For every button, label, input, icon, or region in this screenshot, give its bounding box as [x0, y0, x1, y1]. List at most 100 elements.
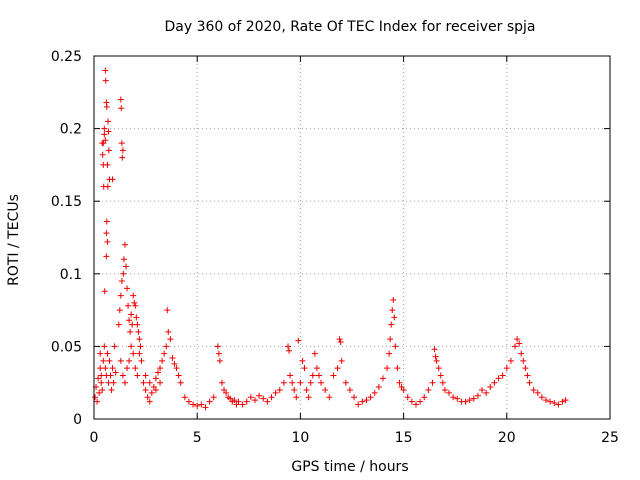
data-point	[105, 118, 112, 125]
x-tick-label: 0	[90, 430, 99, 446]
data-point	[105, 128, 112, 135]
data-point	[214, 343, 221, 350]
data-point	[125, 302, 132, 309]
data-point	[280, 379, 287, 386]
data-point	[439, 379, 446, 386]
data-point	[105, 147, 112, 154]
data-point	[291, 386, 298, 393]
data-point	[136, 350, 143, 357]
data-point	[363, 397, 370, 404]
data-point	[104, 183, 111, 190]
data-point	[103, 218, 110, 225]
y-axis-label: ROTI / TECUs	[6, 194, 22, 286]
data-point	[388, 321, 395, 328]
data-point	[389, 307, 396, 314]
data-point	[142, 372, 149, 379]
x-tick-label: 5	[193, 430, 202, 446]
data-point	[99, 151, 106, 158]
data-point	[119, 372, 126, 379]
y-tick-label: 0.2	[60, 122, 82, 138]
data-point	[122, 263, 129, 270]
data-point	[120, 270, 127, 277]
data-point	[322, 386, 329, 393]
data-point	[106, 357, 113, 364]
data-point	[101, 125, 108, 132]
data-point	[119, 147, 126, 154]
data-point	[154, 369, 161, 376]
x-axis-label: GPS time / hours	[291, 459, 408, 475]
data-point	[371, 389, 378, 396]
data-point	[375, 384, 382, 391]
data-point	[173, 365, 180, 372]
data-point	[171, 360, 178, 367]
data-point	[429, 379, 436, 386]
x-tick-label: 10	[291, 430, 309, 446]
data-point	[295, 337, 302, 344]
data-point	[474, 392, 481, 399]
data-point	[121, 379, 128, 386]
data-point	[124, 365, 131, 372]
data-point	[215, 350, 222, 357]
data-point	[140, 379, 147, 386]
data-point	[450, 394, 457, 401]
data-point	[305, 394, 312, 401]
data-point	[100, 357, 107, 364]
data-point	[133, 314, 140, 321]
data-point	[142, 386, 149, 393]
data-point	[503, 365, 510, 372]
data-point	[530, 386, 537, 393]
data-point	[425, 386, 432, 393]
data-point	[551, 400, 558, 407]
data-point	[359, 398, 366, 405]
data-point	[479, 386, 486, 393]
data-point	[103, 253, 110, 260]
data-point	[543, 397, 550, 404]
data-point	[146, 379, 153, 386]
data-point	[446, 389, 453, 396]
data-point	[437, 372, 444, 379]
grid	[94, 56, 610, 419]
data-point	[164, 307, 171, 314]
data-point	[146, 398, 153, 405]
data-point	[313, 365, 320, 372]
data-point	[218, 379, 225, 386]
x-tick-label: 15	[395, 430, 413, 446]
data-point	[163, 343, 170, 350]
plot-frame	[93, 55, 611, 420]
data-point	[120, 256, 127, 263]
data-point	[367, 394, 374, 401]
data-point	[514, 336, 521, 343]
data-point	[105, 379, 112, 386]
data-point	[102, 365, 109, 372]
data-point	[309, 372, 316, 379]
data-point	[391, 314, 398, 321]
data-point	[202, 404, 209, 411]
data-point	[432, 353, 439, 360]
axis-ticks	[93, 55, 611, 420]
data-point	[454, 395, 461, 402]
data-point	[134, 321, 141, 328]
data-point	[386, 350, 393, 357]
data-point	[435, 365, 442, 372]
data-point	[301, 365, 308, 372]
y-tick-label: 0	[73, 412, 82, 428]
data-point	[167, 336, 174, 343]
data-point	[117, 292, 124, 299]
data-point	[137, 343, 144, 350]
data-point	[135, 328, 142, 335]
data-point	[318, 379, 325, 386]
data-point	[206, 398, 213, 405]
data-point	[512, 343, 519, 350]
data-point	[272, 389, 279, 396]
x-tick-label: 20	[498, 430, 516, 446]
y-tick-label: 0.1	[60, 267, 82, 283]
data-point	[175, 372, 182, 379]
data-point	[462, 398, 469, 405]
data-point	[384, 365, 391, 372]
data-point	[235, 398, 242, 405]
data-point	[190, 401, 197, 408]
data-point	[121, 241, 128, 248]
data-point	[342, 379, 349, 386]
data-point	[534, 389, 541, 396]
data-point	[400, 386, 407, 393]
